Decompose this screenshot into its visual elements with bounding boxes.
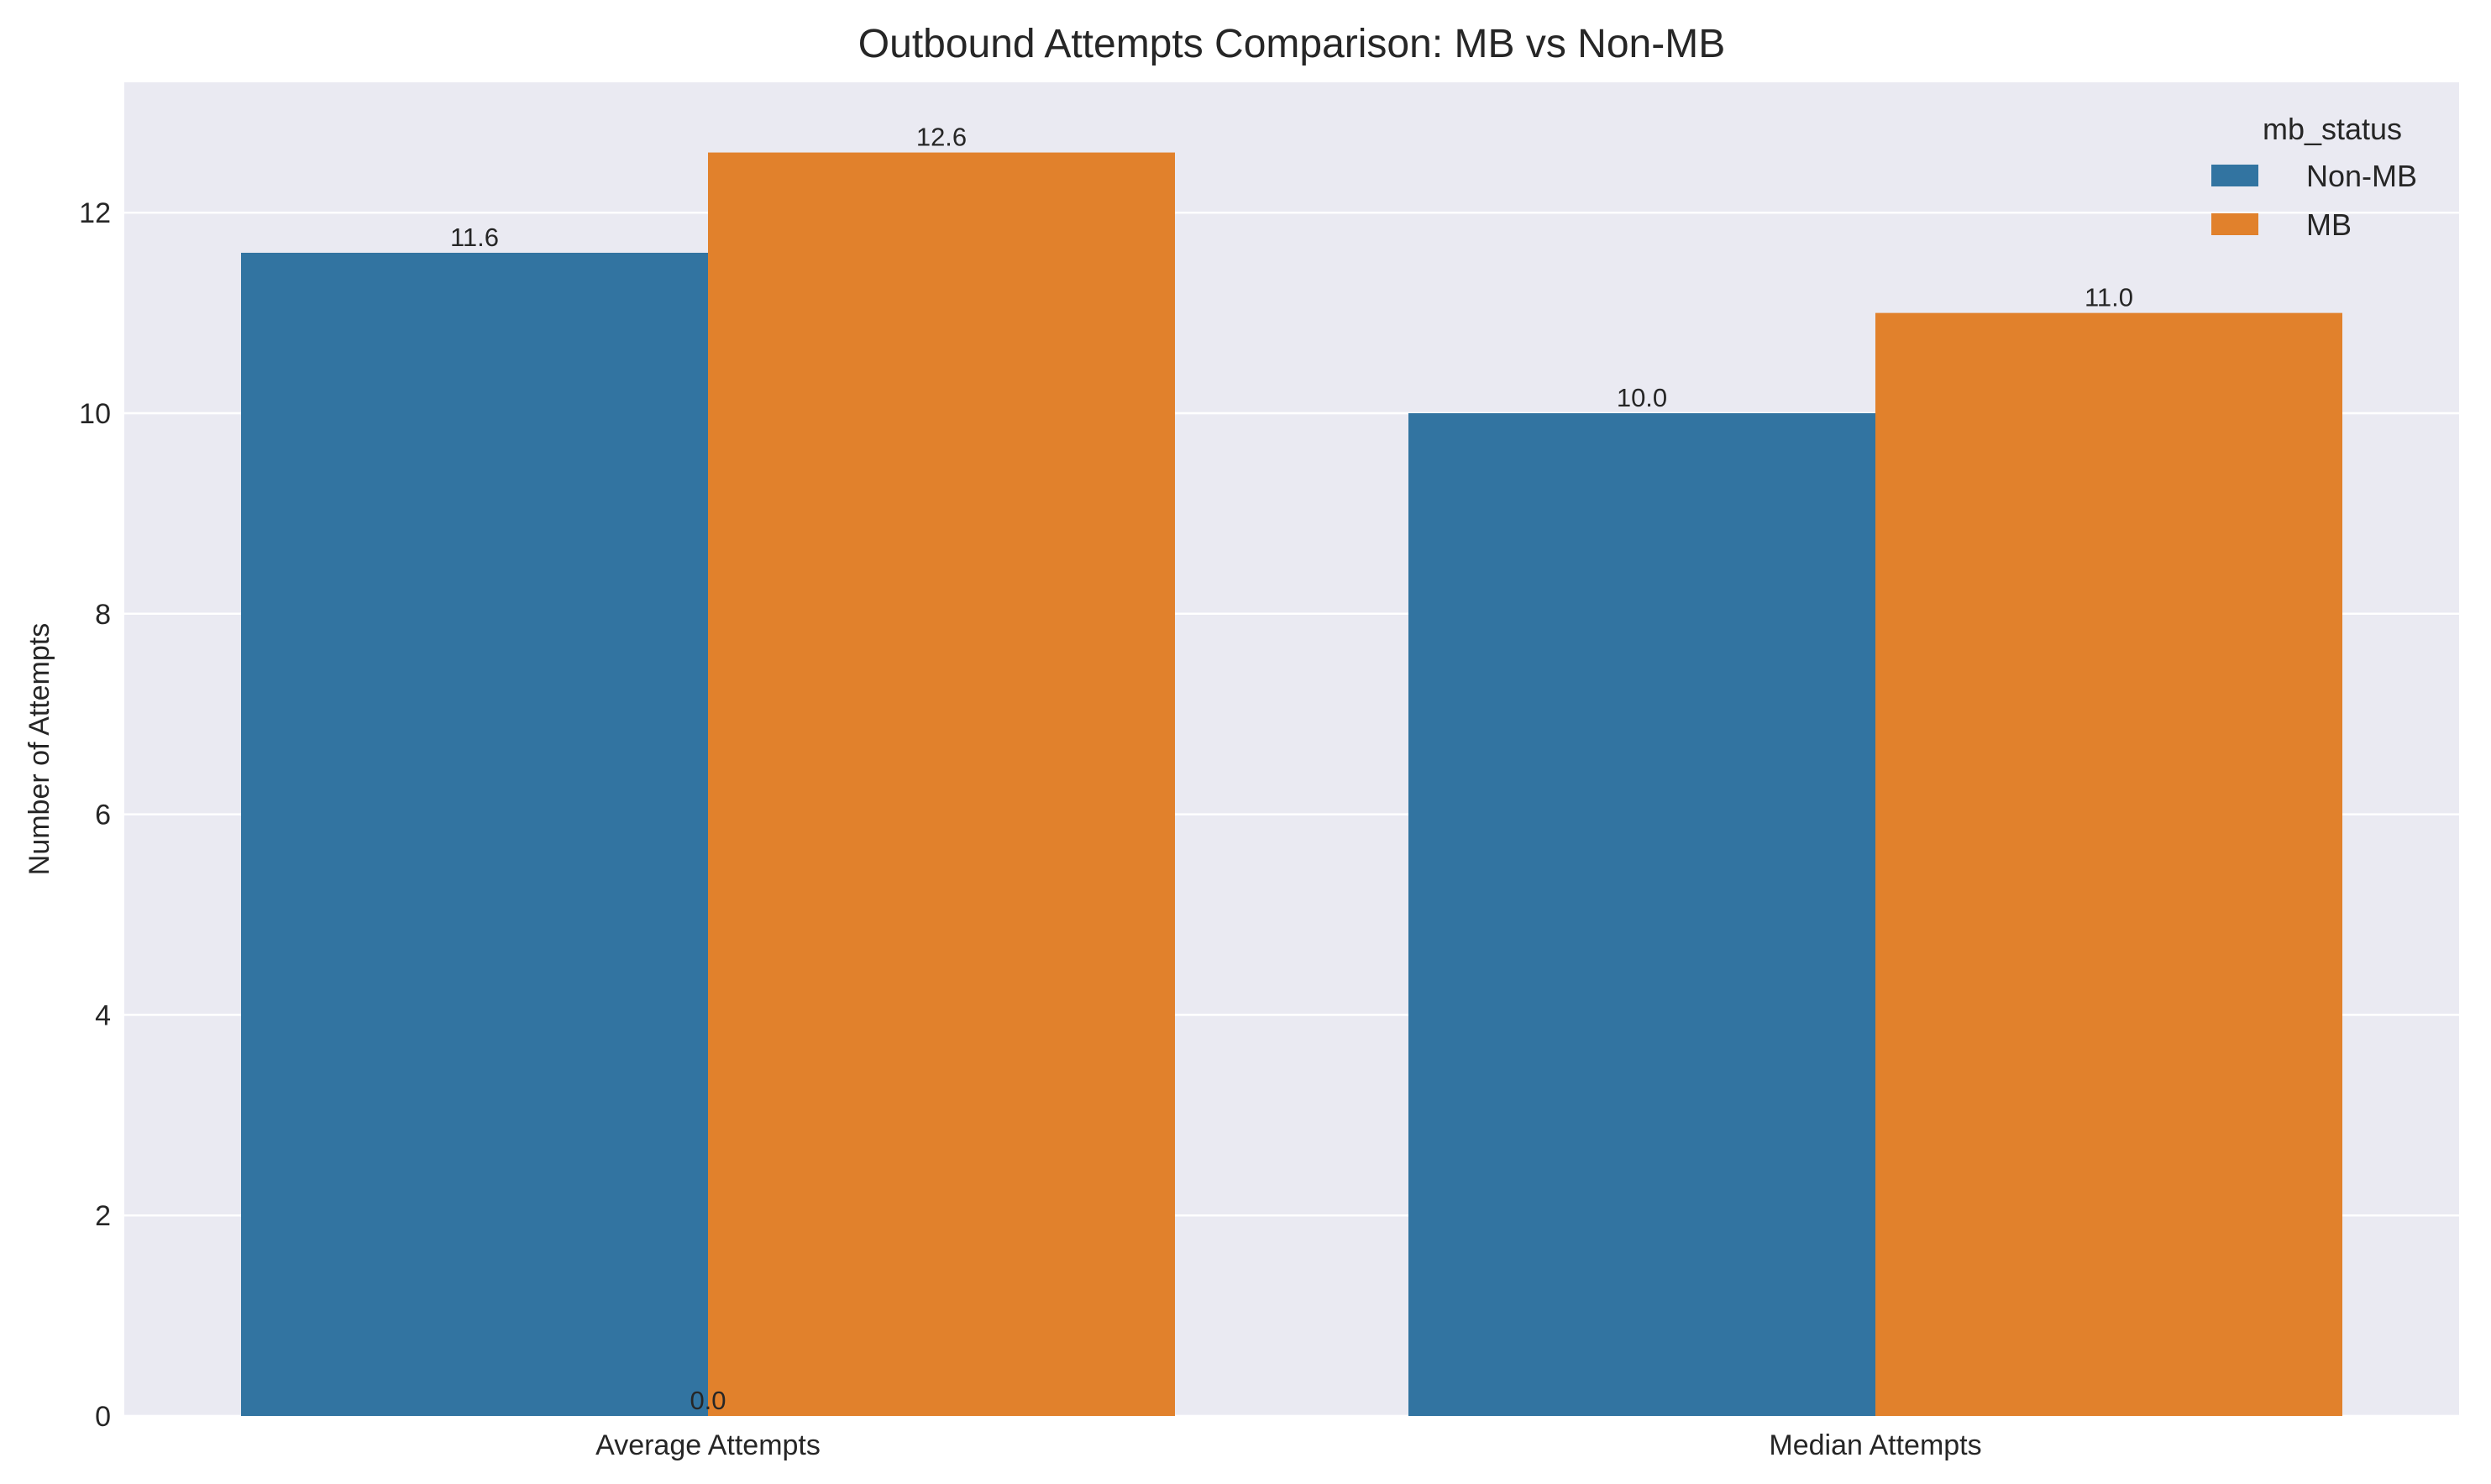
legend-label-mb: MB [2306,207,2352,242]
data-label: 11.6 [450,223,499,252]
legend-title: mb_status [2263,112,2402,146]
legend-swatch-mb [2211,213,2258,235]
x-tick-label: Median Attempts [1769,1429,1981,1461]
y-tick-label: 0 [95,1401,111,1433]
data-label: 12.6 [916,123,967,152]
bar-non-mb-1 [1408,413,1875,1417]
x-axis-ticks: Average Attempts Median Attempts [595,1429,1982,1461]
y-tick-label: 2 [95,1200,111,1232]
y-tick-label: 8 [95,599,111,631]
bars-layer [241,152,2342,1417]
x-tick-label: Average Attempts [595,1429,821,1461]
y-axis-ticks: 0 2 4 6 8 10 12 [79,197,111,1433]
legend-swatch-non-mb [2211,165,2258,186]
data-label: 10.0 [1617,383,1667,412]
y-tick-label: 6 [95,800,111,831]
chart-title: Outbound Attempts Comparison: MB vs Non-… [858,22,1725,66]
legend-label-non-mb: Non-MB [2306,159,2417,193]
data-labels-layer: 11.6 12.6 10.0 11.0 0.0 [450,123,2133,1415]
data-label: 11.0 [2085,283,2133,312]
y-tick-label: 10 [79,398,111,430]
data-label: 0.0 [690,1386,726,1415]
bar-mb-1 [1875,312,2342,1416]
y-axis-label: Number of Attempts [24,623,55,875]
bar-non-mb-0 [241,252,708,1417]
legend: mb_status Non-MB MB [2211,112,2417,242]
bar-mb-0 [708,152,1175,1416]
y-tick-label: 4 [95,999,111,1031]
y-tick-label: 12 [79,197,111,229]
